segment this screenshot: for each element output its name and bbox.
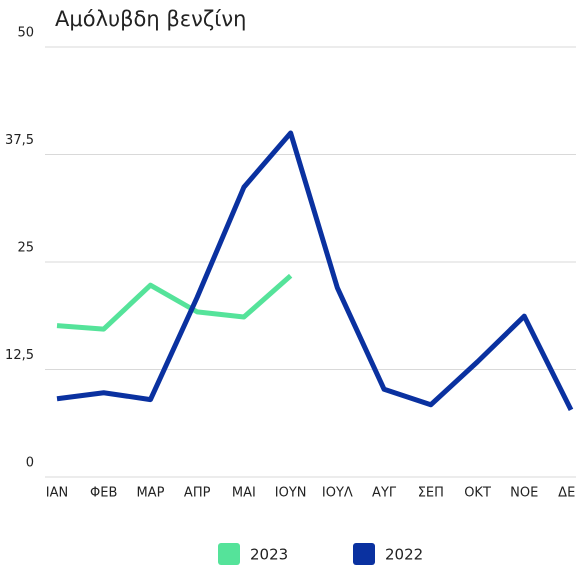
- x-tick-label: ΑΥΓ: [372, 486, 397, 501]
- legend-label: 2023: [250, 546, 288, 564]
- chart-title: Αμόλυβδη βενζίνη: [55, 7, 246, 31]
- x-tick-label: ΔΕΚ: [558, 486, 576, 501]
- y-tick-label: 0: [26, 456, 34, 471]
- x-tick-label: ΣΕΠ: [418, 486, 444, 501]
- line-series: [56, 130, 574, 412]
- y-tick-label: 37,5: [5, 133, 34, 148]
- line-series: [56, 273, 293, 332]
- x-tick-label: ΝΟΕ: [510, 486, 538, 501]
- x-tick-label: ΜΑΡ: [136, 486, 164, 501]
- legend-swatch: [218, 543, 240, 565]
- y-tick-label: 25: [17, 241, 34, 256]
- x-tick-label: ΜΑΙ: [232, 486, 256, 501]
- x-tick-label: ΦΕΒ: [90, 486, 117, 501]
- x-tick-label: ΟΚΤ: [464, 486, 491, 501]
- x-tick-label: ΙΑΝ: [46, 486, 68, 501]
- y-tick-label: 50: [17, 26, 34, 41]
- legend-swatch: [353, 543, 375, 565]
- x-tick-label: ΙΟΥΛ: [322, 486, 353, 501]
- legend-label: 2022: [385, 546, 423, 564]
- x-tick-label: ΙΟΥΝ: [275, 486, 307, 501]
- x-tick-label: ΑΠΡ: [184, 486, 211, 501]
- y-tick-label: 12,5: [5, 348, 34, 363]
